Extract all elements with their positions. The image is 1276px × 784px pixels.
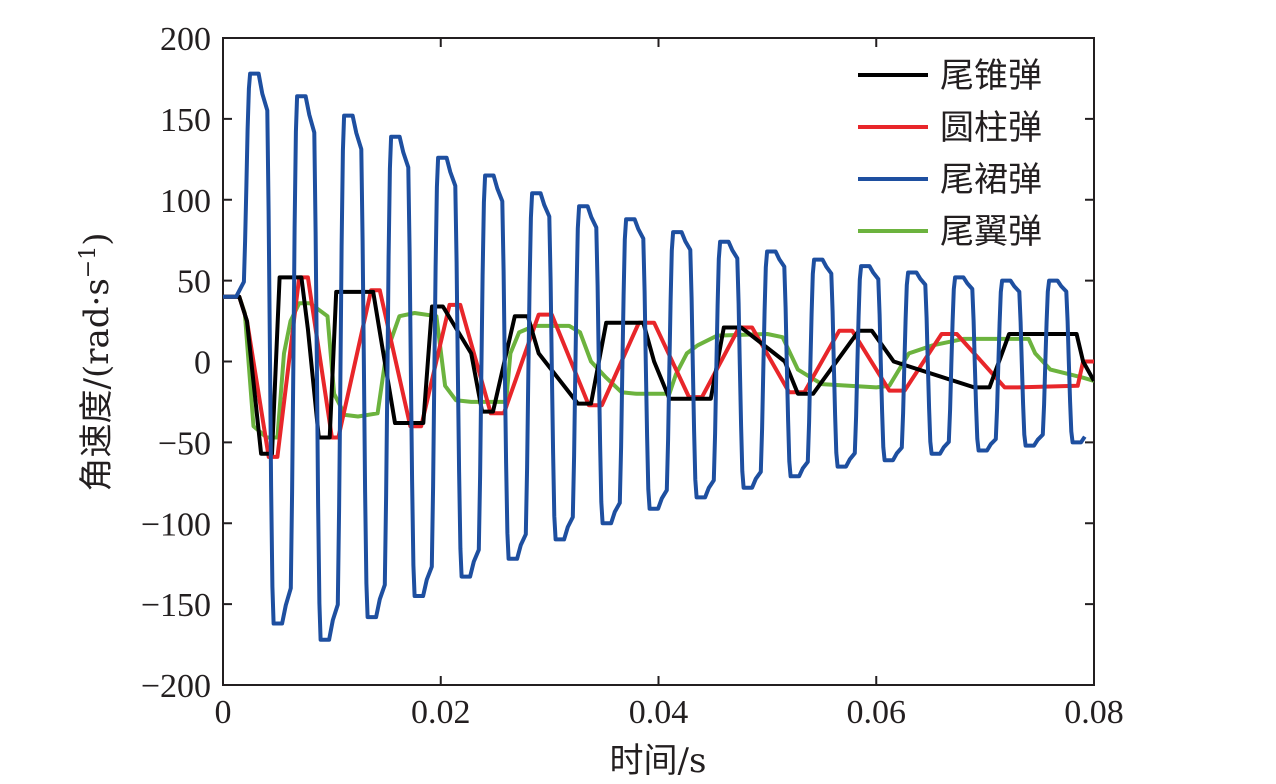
y-tick-label-8: −200 [141,668,211,705]
series-line-1 [223,275,1094,459]
y-axis-title-dot: · [77,296,117,307]
x-tick-label-0-04: 0.04 [629,694,689,731]
y-axis-title-exponent: −1 [76,246,101,278]
y-tick-label-1: 150 [160,102,211,139]
legend-label-3: 尾翼弹 [940,212,1042,252]
y-axis-title: 角速度/(rad·s−1) [76,233,117,492]
y-axis-title-close: ) [77,233,117,246]
legend-label-1: 圆柱弹 [940,108,1042,148]
y-tick-label-5: −50 [158,425,211,462]
x-tick-label-0-08: 0.08 [1064,694,1124,731]
y-tick-label-6: −100 [141,506,211,543]
y-tick-label-0: 200 [160,21,211,58]
series-line-2 [223,71,1087,642]
legend-label-0: 尾锥弹 [940,56,1042,96]
y-tick-label-2: 100 [160,183,211,220]
x-tick-label-0-06: 0.06 [847,694,907,731]
series-lines [223,71,1094,642]
x-axis-title: 时间/s [610,741,707,781]
y-axis-title-main: 角速度/(rad [77,306,117,491]
axis-ticks: 0 0.02 0.04 0.06 0.08 200 150 100 50 0 −50 −100 −150… [141,21,1124,731]
legend-label-2: 尾裙弹 [940,160,1042,200]
y-tick-label-4: 0 [194,345,211,382]
x-tick-label-0: 0 [215,694,232,731]
y-tick-label-7: −150 [141,587,211,624]
series-line-0 [223,275,1094,456]
y-axis-title-unit: s [77,278,117,295]
y-tick-label-3: 50 [177,264,211,301]
x-tick-label-0-02: 0.02 [411,694,471,731]
